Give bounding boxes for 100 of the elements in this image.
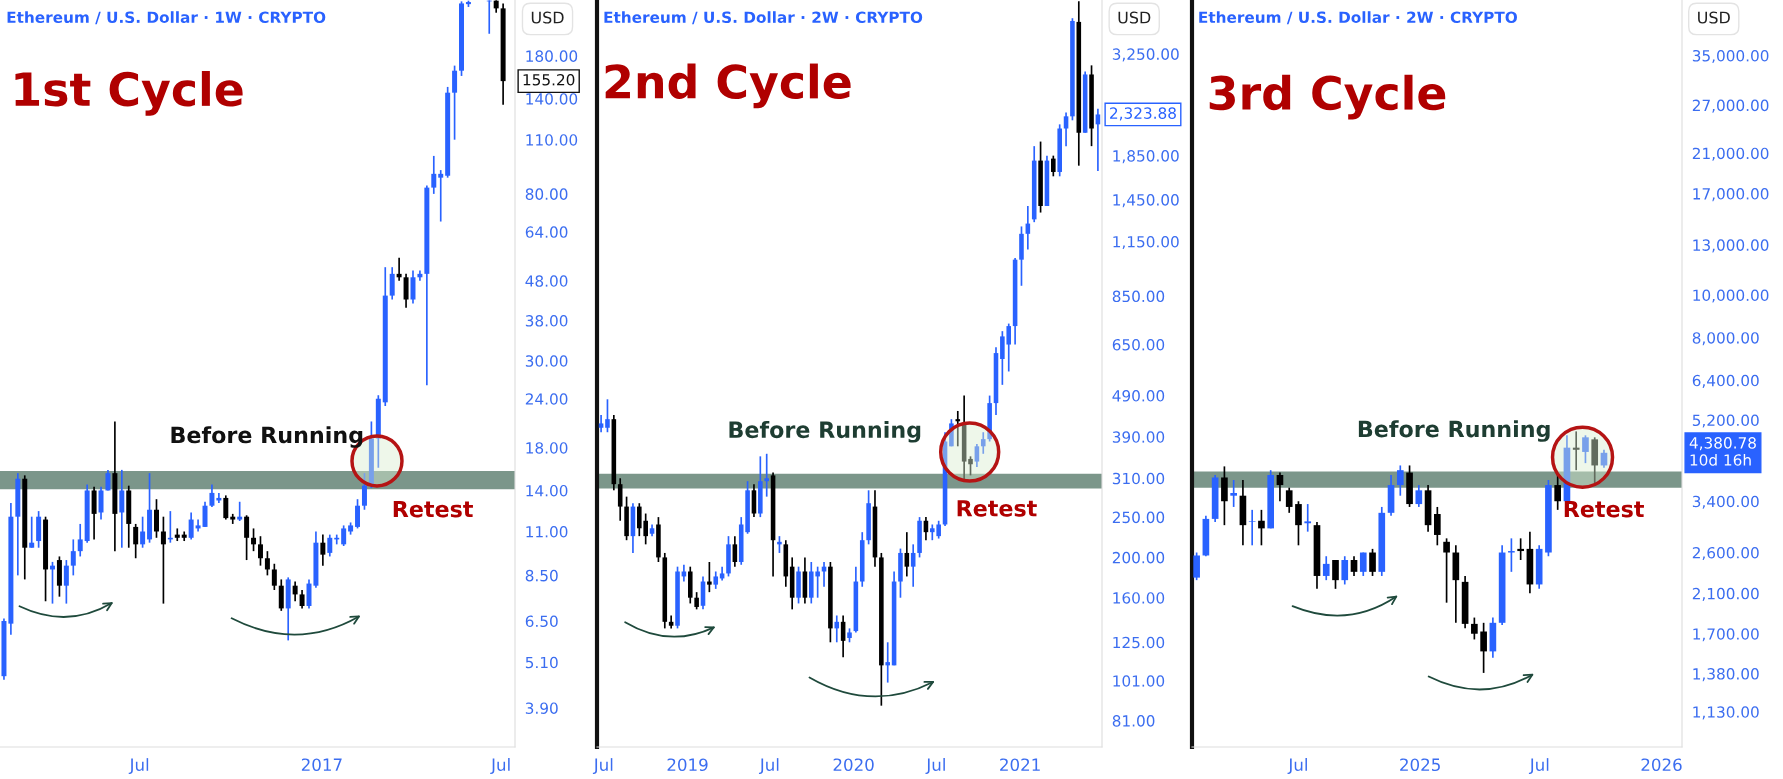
text: 3rd Cycle	[1209, 74, 1446, 120]
y-tick-label: 390.00	[1112, 431, 1165, 443]
candlestick	[955, 410, 961, 448]
candlestick	[63, 559, 69, 605]
annotation: Retest	[393, 500, 473, 518]
candlestick	[968, 455, 973, 477]
x-tick-label: Jul	[128, 758, 149, 775]
candlestick	[1276, 471, 1284, 503]
x-tick-label: Jul	[592, 758, 613, 775]
candlestick	[1369, 548, 1376, 577]
y-tick-label: 1,850.00	[1113, 150, 1179, 164]
y-tick-label: 650.00	[1112, 339, 1165, 351]
candlestick	[29, 515, 35, 549]
text: 155.20	[523, 74, 575, 86]
candlestick	[188, 511, 194, 541]
candlestick	[885, 641, 891, 684]
y-tick-label: 125.00	[1113, 636, 1165, 649]
candlestick	[1285, 486, 1293, 514]
candlestick	[1193, 551, 1200, 581]
x-tick-label: Jul	[490, 758, 510, 775]
y-tick-label: 1,380.00	[1693, 668, 1759, 682]
candlestick	[1517, 537, 1524, 561]
candlestick	[91, 486, 97, 541]
candlestick	[160, 515, 166, 605]
candlestick	[153, 498, 159, 539]
candlestick	[410, 269, 416, 305]
candlestick	[1480, 621, 1487, 674]
x-tick-label: Jul	[925, 758, 945, 775]
candlestick	[605, 398, 610, 434]
y-tick-label: 6.50	[525, 615, 558, 628]
text: USD	[1118, 11, 1151, 24]
candlestick	[278, 578, 284, 612]
candlestick	[751, 483, 757, 518]
y-tick-label: 5,200.00	[1692, 414, 1759, 428]
candlestick	[341, 524, 347, 547]
candlestick	[70, 538, 76, 577]
candlestick	[764, 452, 769, 498]
annotation: Before Running	[171, 426, 363, 448]
y-tick-label: 80.00	[525, 188, 568, 200]
y-tick-label: 38.00	[525, 315, 568, 327]
candlestick	[707, 561, 712, 593]
candlestick	[299, 589, 305, 610]
candlestick	[119, 469, 125, 549]
candlestick	[1434, 506, 1441, 547]
y-tick-label: 14.00	[526, 484, 568, 497]
x-tick-label: 2021	[1000, 758, 1040, 772]
text: Ethereum / U.S. Dollar · 2W · CRYPTO	[1199, 11, 1517, 25]
candlestick	[361, 472, 367, 511]
x-tick-label: 2026	[1641, 758, 1682, 772]
candlestick	[1332, 559, 1339, 590]
candlestick	[1415, 484, 1423, 508]
candlestick	[1582, 434, 1589, 464]
candlestick	[223, 494, 229, 521]
y-tick-label: 3.90	[525, 702, 558, 714]
candlestick	[452, 64, 458, 141]
y-tick-label: 3,250.00	[1112, 48, 1179, 62]
y-tick-label: 850.00	[1112, 290, 1165, 303]
candlestick	[1322, 555, 1330, 581]
candlestick	[1508, 537, 1515, 573]
candlestick	[1230, 479, 1237, 508]
text: USD	[1698, 11, 1730, 24]
candlestick	[320, 533, 326, 567]
candlestick	[834, 614, 840, 644]
y-tick-label: 48.00	[525, 275, 568, 287]
candlestick	[1063, 111, 1069, 147]
y-tick-label: 250.00	[1112, 511, 1165, 524]
text: 4,380.78 10d 16h	[1689, 437, 1756, 466]
candlestick	[1258, 509, 1265, 547]
y-tick-label: 10,000.00	[1693, 289, 1769, 303]
candlestick	[1350, 555, 1358, 577]
y-tick-label: 27,000.00	[1692, 99, 1769, 113]
y-tick-label: 101.00	[1113, 675, 1165, 687]
candlestick	[1051, 154, 1056, 178]
text: 2nd Cycle	[605, 63, 851, 109]
candlestick	[1396, 464, 1404, 497]
candlestick	[1471, 616, 1478, 641]
candlestick	[355, 498, 361, 530]
candlestick	[980, 431, 986, 455]
y-tick-label: 13,000.00	[1693, 239, 1769, 253]
candlestick	[251, 527, 257, 552]
candlestick	[244, 514, 250, 561]
x-tick-label: 2025	[1400, 758, 1440, 772]
candlestick	[431, 155, 437, 195]
candlestick	[77, 523, 83, 558]
candlestick	[140, 515, 146, 549]
y-tick-label: 30.00	[525, 355, 568, 367]
candlestick	[257, 535, 263, 567]
y-tick-label: 11.00	[526, 525, 568, 538]
x-tick-label: Jul	[1528, 758, 1549, 775]
y-tick-label: 1,150.00	[1113, 235, 1179, 250]
text: Ethereum / U.S. Dollar · 2W · CRYPTO	[604, 11, 923, 25]
candlestick	[1248, 509, 1256, 547]
y-tick-label: 140.00	[526, 93, 578, 105]
candlestick	[133, 523, 139, 560]
y-tick-label: 110.00	[526, 134, 578, 146]
y-tick-label: 6,400.00	[1692, 374, 1759, 388]
y-tick-label: 3,400.00	[1692, 495, 1759, 509]
candlestick	[1443, 537, 1450, 604]
y-tick-label: 490.00	[1112, 390, 1165, 402]
x-tick-label: Jul	[758, 758, 779, 775]
